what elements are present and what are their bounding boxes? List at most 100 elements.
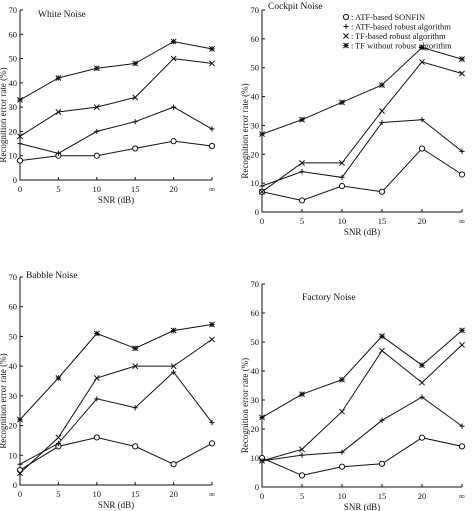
data-point — [379, 347, 385, 354]
series-3 — [17, 38, 215, 103]
data-point — [17, 416, 23, 423]
x-tick-label: 0 — [260, 216, 264, 226]
data-point — [419, 58, 425, 65]
data-point — [379, 119, 385, 126]
y-tick-label: 50 — [251, 337, 260, 347]
series-line — [261, 437, 463, 476]
series-1 — [17, 104, 215, 156]
legend: : ATF-based SONFIN: ATF-based robust algor… — [342, 12, 452, 51]
data-point — [339, 376, 345, 383]
x-tick-label: 20 — [418, 491, 427, 501]
data-point — [379, 82, 385, 88]
x-tick-label: ∞ — [459, 216, 465, 226]
x-tick-label: 0 — [18, 489, 22, 499]
data-point — [458, 171, 466, 178]
x-tick-label: 10 — [338, 491, 347, 501]
axes — [19, 277, 212, 486]
data-point — [339, 159, 345, 166]
x-tick-label: 20 — [169, 184, 178, 194]
series-1 — [259, 117, 465, 189]
y-tick-label: 0 — [255, 482, 259, 492]
data-point — [208, 440, 216, 447]
data-point — [379, 108, 385, 114]
data-point — [93, 375, 100, 381]
legend-separator: : — [351, 22, 353, 32]
y-tick-label: 20 — [251, 424, 260, 434]
data-point — [259, 188, 265, 195]
series-line — [19, 58, 213, 137]
y-tick-label: 60 — [9, 302, 18, 312]
panel-title: Factory Noise — [302, 293, 356, 303]
y-axis-title: Recognition error rate (%) — [0, 353, 8, 448]
data-point — [55, 440, 61, 446]
series-line — [261, 147, 463, 202]
series-0 — [258, 145, 466, 204]
x-axis-title: SNR (dB) — [98, 500, 134, 510]
y-tick-label: 50 — [9, 54, 18, 64]
data-point — [209, 321, 215, 328]
panel-cockpit-noise: 0 10 20 30 40 50 60 70 0 5 10 15 20 ∞ SNR (dB) Recognit… — [240, 2, 466, 237]
legend-separator: : — [351, 41, 353, 51]
y-tick-label: 10 — [251, 178, 260, 188]
x-tick-label: 10 — [93, 184, 102, 194]
y-tick-label: 60 — [251, 34, 260, 44]
data-point — [209, 126, 215, 132]
y-tick-label: 70 — [9, 272, 18, 282]
data-point — [94, 128, 100, 135]
data-point — [378, 460, 386, 467]
data-point — [170, 363, 177, 370]
data-point — [379, 417, 385, 423]
y-tick-label: 40 — [9, 78, 18, 88]
y-axis-title: Recognition error rate (%) — [240, 358, 250, 453]
x-tick-label: 0 — [18, 184, 22, 194]
series-line — [19, 324, 213, 420]
data-point — [55, 375, 62, 381]
x-tick-label: ∞ — [459, 491, 465, 501]
series-1 — [17, 369, 215, 467]
series-line — [261, 344, 463, 462]
series-line — [261, 46, 463, 135]
data-point — [16, 157, 24, 164]
data-point — [419, 44, 425, 51]
legend-label: ATF-based robust algorithm — [355, 22, 451, 32]
data-point — [299, 159, 305, 166]
data-point — [209, 420, 215, 426]
data-point — [132, 443, 139, 450]
data-point — [209, 336, 215, 343]
data-point — [17, 96, 23, 103]
series-line — [19, 338, 213, 474]
x-tick-label: ∞ — [209, 489, 215, 499]
data-point — [55, 150, 61, 156]
legend-marker — [343, 42, 349, 49]
series-line — [19, 436, 213, 471]
x-tick-label: 15 — [378, 491, 387, 501]
data-point — [459, 56, 465, 63]
data-point — [93, 152, 100, 159]
data-point — [17, 133, 23, 140]
panel-title: Babble Noise — [26, 271, 77, 281]
data-point — [93, 330, 100, 337]
data-point — [209, 45, 215, 52]
x-tick-label: 0 — [260, 491, 264, 501]
data-point — [459, 423, 465, 429]
legend-marker — [343, 23, 349, 30]
series-line — [261, 396, 463, 462]
data-point — [459, 341, 465, 348]
x-tick-label: 5 — [56, 184, 60, 194]
y-tick-label: 20 — [251, 149, 260, 159]
x-tick-label: 15 — [131, 489, 140, 499]
data-point — [299, 452, 305, 458]
data-point — [298, 197, 306, 204]
panel-babble-noise: 0 10 20 30 40 50 60 70 0 5 10 15 20 ∞ SNR (dB) Recognit… — [0, 271, 216, 510]
y-tick-label: 40 — [251, 366, 260, 376]
series-0 — [16, 138, 216, 164]
y-tick-label: 10 — [9, 151, 18, 161]
y-tick-label: 40 — [9, 361, 18, 371]
data-point — [419, 362, 425, 369]
data-point — [132, 94, 139, 101]
x-tick-label: 15 — [131, 184, 140, 194]
legend-entry-atf-based-sonfin: : ATF-based SONFIN — [342, 12, 425, 22]
legend-label: ATF-based SONFIN — [355, 12, 425, 22]
y-tick-label: 30 — [251, 120, 260, 130]
